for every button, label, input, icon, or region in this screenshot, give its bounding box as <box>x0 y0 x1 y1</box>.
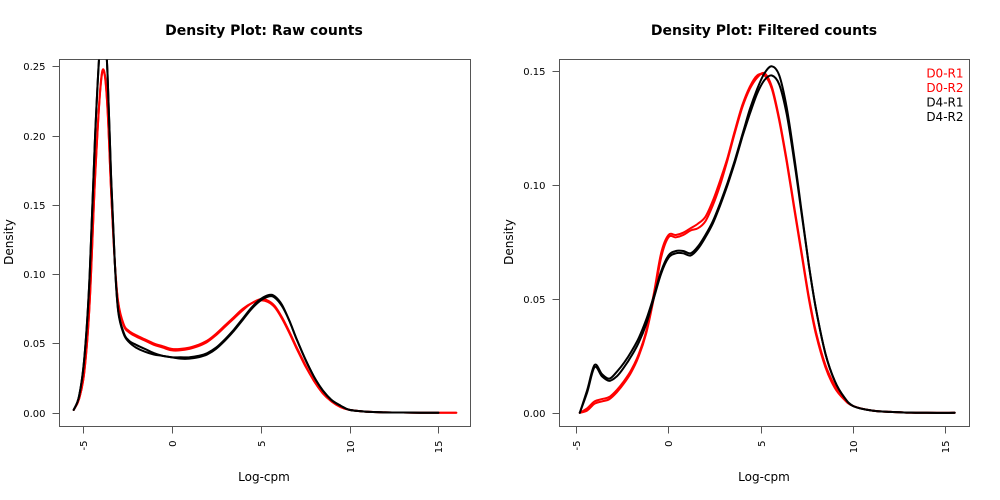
raw-counts-y-tick-label: 0.20 <box>23 132 45 143</box>
raw-counts-y-tick-label: 0.10 <box>23 270 45 281</box>
raw-counts-y-tick-label: 0.15 <box>23 201 45 212</box>
raw-counts-x-axis: -5 0 5 10 15 <box>79 426 445 454</box>
legend-entry-d0-r1: D0-R1 <box>926 67 963 81</box>
raw-counts-y-tick-label: 0.00 <box>23 409 45 420</box>
filtered-counts-y-tick-label: 0.00 <box>523 409 545 420</box>
raw-counts-x-tick-label: 5 <box>257 441 268 447</box>
raw-counts-y-label: Density <box>2 219 16 265</box>
legend-entry-d4-r2: D4-R2 <box>926 110 963 124</box>
filtered-counts-x-tick-label: 15 <box>941 441 952 454</box>
filtered-counts-plot-frame <box>559 59 970 427</box>
filtered-counts-y-tick-label: 0.15 <box>523 67 545 78</box>
raw-counts-y-axis: 0.00 0.05 0.10 0.15 0.20 0.25 <box>23 62 60 420</box>
filtered-counts-x-tick-label: 0 <box>664 441 675 447</box>
filtered-counts-y-tick-label: 0.05 <box>523 295 545 306</box>
raw-counts-plot-frame <box>59 59 471 427</box>
raw-counts-title: Density Plot: Raw counts <box>165 23 363 39</box>
raw-counts-y-tick-label: 0.25 <box>23 62 45 73</box>
raw-counts-panel: Density Plot: Raw counts -5 0 5 10 15 0.000.… <box>2 23 471 484</box>
filtered-counts-x-tick-label: 10 <box>849 441 860 454</box>
filtered-counts-y-label: Density <box>502 219 516 265</box>
filtered-counts-y-axis: 0.00 0.05 0.10 0.15 <box>523 67 560 420</box>
filtered-counts-curve-d0-r2 <box>578 71 956 414</box>
filtered-counts-curves <box>578 65 956 414</box>
raw-counts-curve-d4-r1 <box>72 59 440 414</box>
raw-counts-x-tick-label: 0 <box>168 441 179 447</box>
filtered-counts-x-label: Log-cpm <box>738 470 790 484</box>
raw-counts-y-tick-label: 0.05 <box>23 339 45 350</box>
filtered-counts-panel: Density Plot: Filtered counts -5 0 5 10 15 0… <box>502 23 970 484</box>
raw-counts-x-tick-label: -5 <box>79 441 90 451</box>
raw-counts-curves <box>72 59 458 414</box>
raw-counts-x-tick-label: 10 <box>346 441 357 454</box>
filtered-counts-x-axis: -5 0 5 10 15 <box>572 426 952 454</box>
filtered-counts-x-tick-label: -5 <box>572 441 583 451</box>
raw-counts-x-label: Log-cpm <box>238 470 290 484</box>
filtered-counts-curve-d4-r2 <box>578 74 956 414</box>
legend-entry-d4-r1: D4-R1 <box>926 96 963 110</box>
filtered-counts-title: Density Plot: Filtered counts <box>651 23 877 39</box>
raw-counts-curve-d0-r1 <box>72 68 458 414</box>
legend-entry-d0-r2: D0-R2 <box>926 81 963 95</box>
filtered-counts-y-tick-label: 0.10 <box>523 181 545 192</box>
raw-counts-x-tick-label: 15 <box>434 441 445 454</box>
raw-counts-curve-d0-r2 <box>72 69 458 414</box>
raw-counts-curve-d4-r2 <box>72 59 440 414</box>
filtered-counts-x-tick-label: 5 <box>757 441 768 447</box>
